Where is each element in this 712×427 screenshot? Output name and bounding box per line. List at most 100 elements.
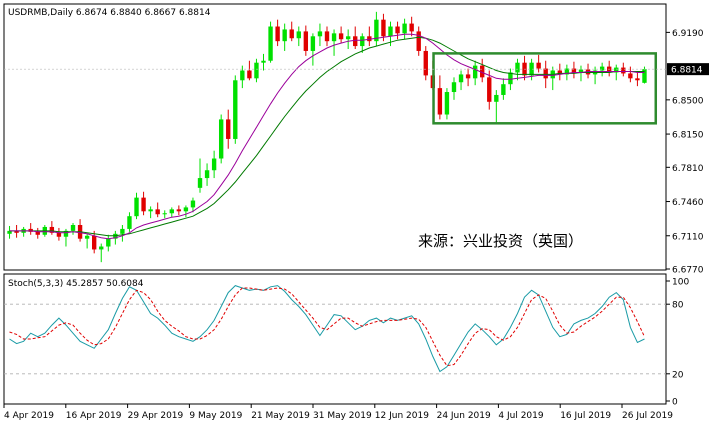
candle-body	[247, 70, 252, 79]
candle-body	[268, 26, 273, 61]
candle-body	[642, 69, 647, 83]
candle-body	[331, 33, 337, 42]
candle-body	[211, 158, 217, 171]
candle-body	[557, 70, 563, 75]
candle-body	[388, 26, 393, 37]
candle-body	[162, 213, 167, 215]
price-tick-label: 6.6770	[672, 266, 704, 276]
candle-body	[63, 230, 69, 237]
time-tick-label: 24 Jun 2019	[437, 411, 491, 421]
candle-body	[458, 74, 464, 83]
candle-body	[296, 31, 301, 39]
candle-body	[487, 77, 492, 102]
candle-body	[317, 31, 323, 37]
candle-body	[14, 230, 19, 233]
candle-body	[303, 31, 309, 51]
candle-body	[543, 68, 548, 79]
candle-body	[571, 68, 577, 73]
candle-body	[197, 178, 203, 188]
stoch-header: Stoch(5,3,3) 45.2857 50.6084	[8, 279, 144, 289]
candle-body	[240, 70, 245, 81]
time-tick-label: 26 Jul 2019	[622, 411, 673, 421]
stoch-tick-label: 80	[672, 301, 684, 311]
candle-body	[515, 62, 520, 73]
candle-body	[141, 197, 146, 212]
price-tick-label: 6.7810	[672, 164, 704, 174]
candle-body	[289, 29, 294, 39]
candle-body	[28, 228, 33, 232]
candle-body	[106, 238, 111, 247]
candle-body	[395, 26, 400, 34]
price-panel	[3, 3, 667, 271]
price-axis: 6.9190 6.8814 6.8500 6.8150 6.7810 6.7460 6.71…	[666, 29, 709, 276]
candle-body	[91, 235, 97, 250]
candle-body	[451, 82, 457, 93]
time-tick-label: 4 Apr 2019	[4, 411, 54, 421]
candle-body	[465, 74, 471, 79]
candle-body	[7, 230, 12, 234]
candle-body	[49, 226, 55, 233]
last-price-label: 6.8814	[671, 66, 703, 76]
candle-body	[374, 19, 379, 42]
candle-body	[444, 92, 450, 115]
stoch-axis: 100 80 20 0	[666, 278, 689, 408]
candle-body	[345, 36, 351, 40]
candle-body	[35, 231, 40, 235]
candle-body	[261, 60, 266, 63]
candle-body	[353, 36, 358, 47]
candle-body	[437, 88, 443, 115]
candle-body	[218, 119, 224, 159]
candle-body	[275, 26, 280, 42]
time-tick-label: 9 May 2019	[189, 411, 242, 421]
price-tick-label: 6.8150	[672, 131, 704, 141]
candle-body	[508, 72, 513, 85]
candle-body	[155, 209, 160, 215]
time-tick-label: 29 Apr 2019	[128, 411, 184, 421]
time-tick-label: 21 May 2019	[251, 411, 310, 421]
candle-body	[183, 207, 189, 212]
candle-body	[254, 62, 259, 79]
range-box	[432, 52, 658, 125]
candle-body	[282, 29, 287, 42]
stoch-panel	[3, 273, 667, 405]
time-tick-label: 4 Jul 2019	[498, 411, 543, 421]
candle-body	[169, 209, 174, 214]
candle-body	[226, 119, 231, 139]
candle-body	[614, 67, 619, 73]
candle-body	[176, 209, 182, 212]
time-tick-label: 12 Jun 2019	[375, 411, 429, 421]
candle-body	[494, 94, 499, 102]
stoch-tick-label: 20	[672, 370, 684, 380]
candle-body	[621, 67, 626, 74]
price-tick-label: 6.7110	[672, 232, 704, 242]
candle-body	[56, 232, 62, 237]
price-header: USDRMB,Daily 6.8674 6.8840 6.8667 6.8814	[8, 8, 211, 18]
candle-body	[480, 65, 485, 78]
candle-body	[578, 69, 584, 73]
candle-body	[635, 78, 640, 81]
candle-body	[628, 73, 633, 79]
candle-body	[120, 228, 125, 234]
candle-body	[233, 80, 238, 139]
time-axis: 4 Apr 2019 16 Apr 2019 29 Apr 2019 9 May 20…	[3, 404, 673, 421]
time-tick-label: 16 Jul 2019	[560, 411, 611, 421]
last-price-tag	[667, 63, 709, 76]
candle-body	[599, 66, 605, 71]
candle-body	[127, 216, 132, 229]
price-tick-label: 6.7460	[672, 198, 704, 208]
candle-body	[324, 31, 330, 42]
candle-body	[360, 36, 365, 47]
candle-body	[402, 23, 407, 34]
candle-body	[381, 19, 386, 37]
stoch-d-line	[9, 287, 645, 367]
ma-fast-line	[9, 33, 645, 240]
candle-body	[423, 50, 428, 76]
candle-body	[338, 33, 344, 40]
candle-body	[501, 84, 506, 95]
candle-body	[148, 209, 153, 212]
candle-body	[310, 36, 316, 51]
candle-body	[99, 246, 104, 250]
time-tick-label: 31 May 2019	[313, 411, 372, 421]
candle-body	[190, 200, 196, 208]
